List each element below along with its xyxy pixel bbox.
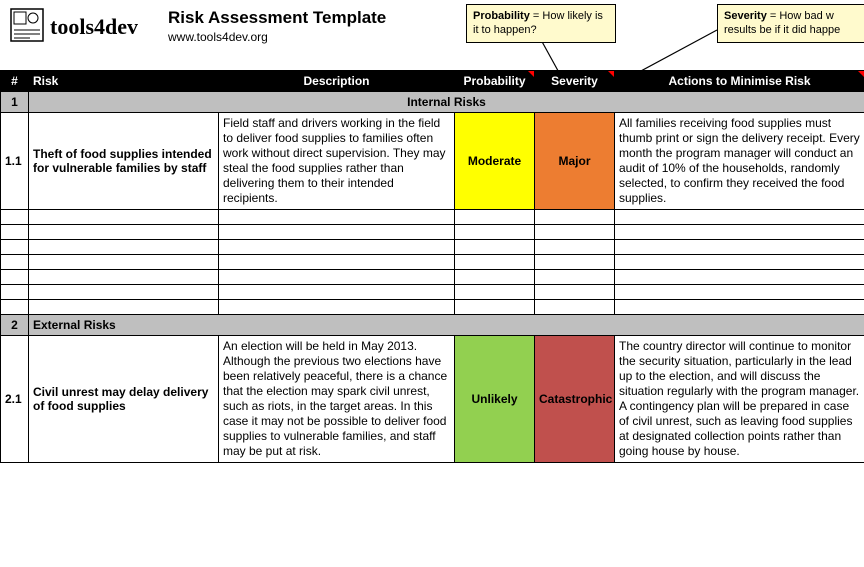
description-cell: An election will be held in May 2013. Al… bbox=[219, 336, 455, 463]
table-header: # Risk Description Probability Severity … bbox=[1, 71, 864, 92]
description-cell: Field staff and drivers working in the f… bbox=[219, 113, 455, 210]
logo-text: tools4dev bbox=[50, 14, 138, 40]
section-number: 2 bbox=[1, 315, 29, 336]
section-label: Internal Risks bbox=[29, 92, 864, 113]
row-number: 1.1 bbox=[1, 113, 29, 210]
risk-cell: Theft of food supplies intended for vuln… bbox=[29, 113, 219, 210]
header: tools4dev Risk Assessment Template www.t… bbox=[0, 0, 864, 70]
comment-marker-icon bbox=[528, 71, 534, 77]
empty-row bbox=[1, 270, 864, 285]
empty-row bbox=[1, 300, 864, 315]
comment-marker-icon bbox=[858, 71, 864, 77]
callout-severity: Severity = How bad w results be if it di… bbox=[717, 4, 864, 43]
col-header-risk: Risk bbox=[29, 71, 219, 92]
logo-icon bbox=[10, 8, 44, 45]
title-block: Risk Assessment Template www.tools4dev.o… bbox=[168, 8, 386, 44]
page-title: Risk Assessment Template bbox=[168, 8, 386, 28]
empty-row bbox=[1, 210, 864, 225]
table-row: 1.1Theft of food supplies intended for v… bbox=[1, 113, 864, 210]
col-header-num: # bbox=[1, 71, 29, 92]
col-header-actions: Actions to Minimise Risk bbox=[615, 71, 864, 92]
row-number: 2.1 bbox=[1, 336, 29, 463]
empty-row bbox=[1, 225, 864, 240]
table-row: 2.1Civil unrest may delay delivery of fo… bbox=[1, 336, 864, 463]
empty-row bbox=[1, 255, 864, 270]
risk-cell: Civil unrest may delay delivery of food … bbox=[29, 336, 219, 463]
section-label: External Risks bbox=[29, 315, 864, 336]
section-row: 1Internal Risks bbox=[1, 92, 864, 113]
probability-cell: Moderate bbox=[455, 113, 535, 210]
risk-table: # Risk Description Probability Severity … bbox=[0, 70, 864, 463]
section-row: 2External Risks bbox=[1, 315, 864, 336]
actions-cell: The country director will continue to mo… bbox=[615, 336, 864, 463]
comment-marker-icon bbox=[608, 71, 614, 77]
severity-cell: Catastrophic bbox=[535, 336, 615, 463]
empty-row bbox=[1, 240, 864, 255]
callout-probability-label: Probability bbox=[473, 10, 530, 22]
logo-block: tools4dev bbox=[10, 8, 138, 45]
empty-row bbox=[1, 285, 864, 300]
probability-cell: Unlikely bbox=[455, 336, 535, 463]
severity-cell: Major bbox=[535, 113, 615, 210]
col-header-severity: Severity bbox=[535, 71, 615, 92]
section-number: 1 bbox=[1, 92, 29, 113]
col-header-description: Description bbox=[219, 71, 455, 92]
page-subtitle: www.tools4dev.org bbox=[168, 30, 386, 44]
callout-severity-label: Severity bbox=[724, 10, 767, 22]
table-body: 1Internal Risks1.1Theft of food supplies… bbox=[1, 92, 864, 463]
actions-cell: All families receiving food supplies mus… bbox=[615, 113, 864, 210]
col-header-probability: Probability bbox=[455, 71, 535, 92]
callout-probability: Probability = How likely is it to happen… bbox=[466, 4, 616, 43]
